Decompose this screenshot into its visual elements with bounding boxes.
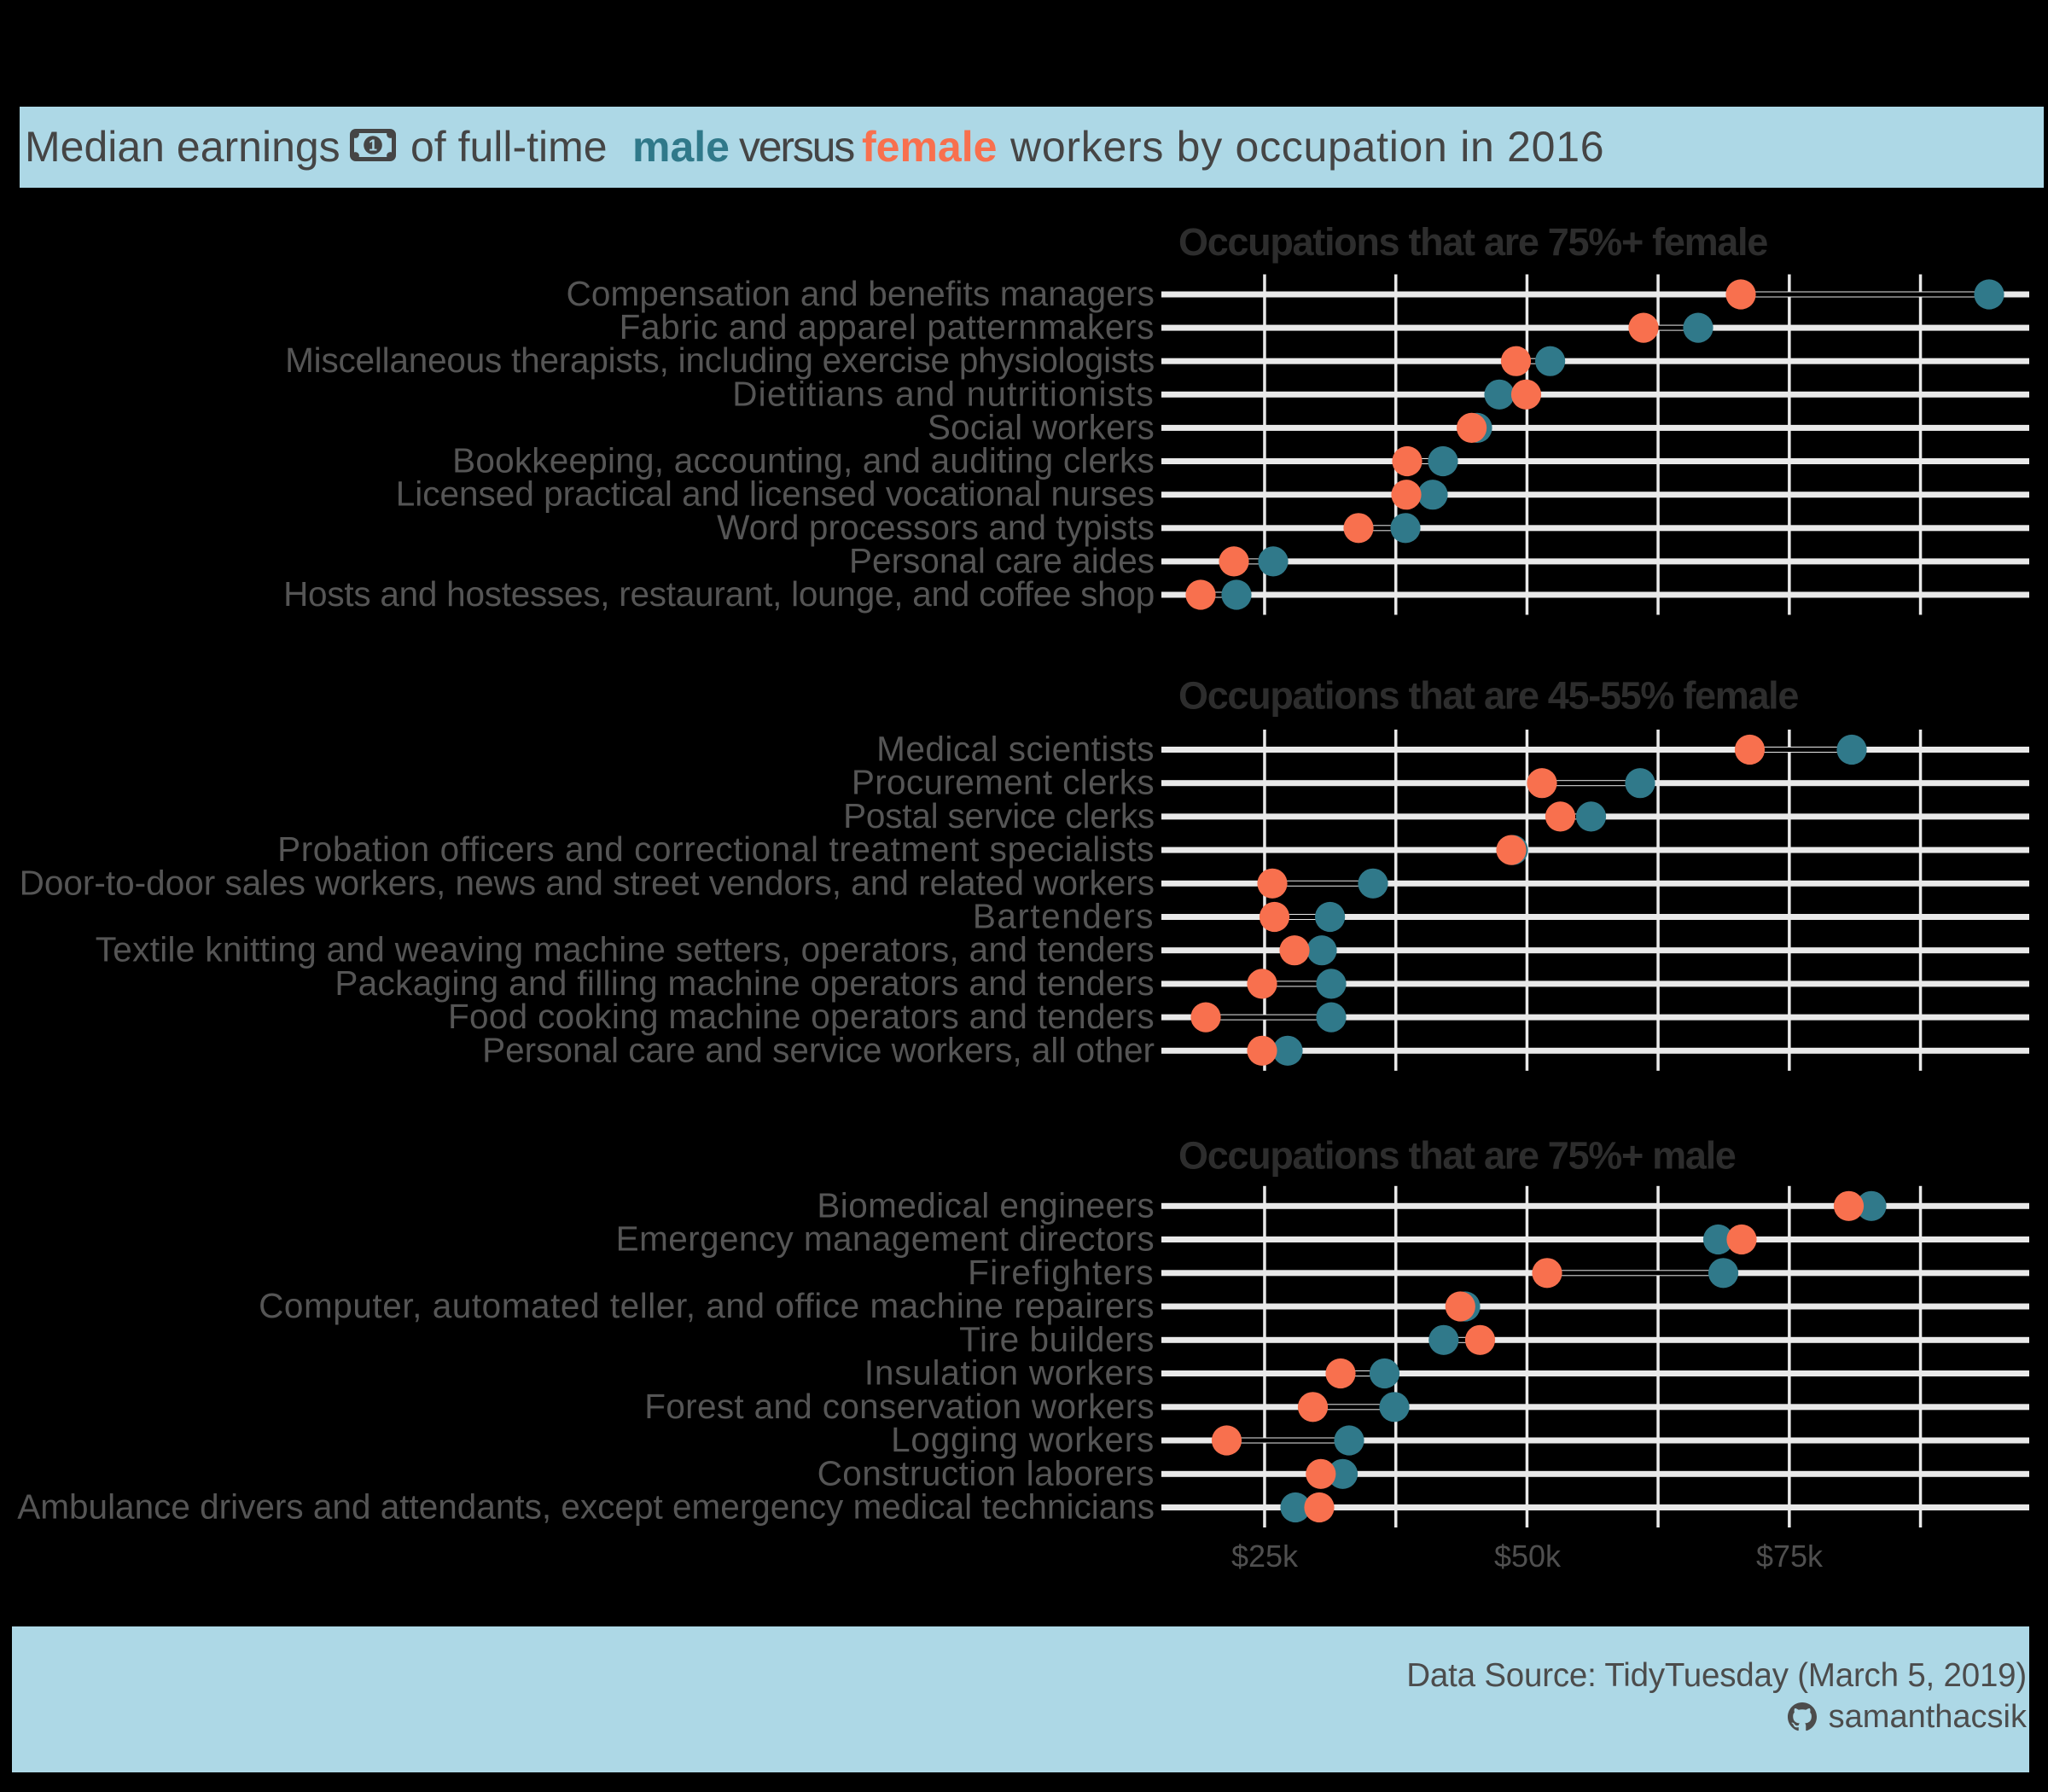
svg-text:Procurement clerks: Procurement clerks [852, 763, 1155, 802]
svg-text:Dietitians and nutritionists: Dietitians and nutritionists [732, 374, 1155, 413]
svg-text:Personal care aides: Personal care aides [849, 541, 1155, 580]
svg-text:Bookkeeping, accounting, and a: Bookkeeping, accounting, and auditing cl… [452, 441, 1155, 480]
svg-text:Emergency management directors: Emergency management directors [616, 1219, 1155, 1259]
svg-text:samanthacsik: samanthacsik [1829, 1699, 2028, 1735]
svg-text:Postal service clerks: Postal service clerks [843, 796, 1155, 835]
svg-text:$25k: $25k [1231, 1539, 1299, 1574]
svg-text:1: 1 [369, 137, 377, 154]
svg-text:Social workers: Social workers [928, 407, 1155, 446]
svg-text:Occupations that are 45-55% fe: Occupations that are 45-55% female [1178, 674, 1798, 718]
svg-text:$75k: $75k [1756, 1539, 1824, 1574]
svg-text:Bartenders: Bartenders [973, 897, 1155, 936]
svg-text:Ambulance drivers and attendan: Ambulance drivers and attendants, except… [17, 1487, 1155, 1527]
svg-text:Textile knitting and weaving m: Textile knitting and weaving machine set… [96, 930, 1155, 969]
svg-text:Miscellaneous therapists, incl: Miscellaneous therapists, including exer… [285, 340, 1155, 380]
svg-text:Occupations that are 75%+ male: Occupations that are 75%+ male [1178, 1134, 1736, 1178]
svg-text:Hosts and hostesses, restauran: Hosts and hostesses, restaurant, lounge,… [283, 574, 1155, 614]
svg-text:Forest and conservation worker: Forest and conservation workers [644, 1387, 1155, 1426]
svg-text:Compensation and benefits mana: Compensation and benefits managers [566, 274, 1155, 313]
svg-text:Logging workers: Logging workers [891, 1420, 1155, 1459]
svg-text:$50k: $50k [1494, 1539, 1562, 1574]
svg-text:Tire builders: Tire builders [959, 1319, 1155, 1359]
svg-text:Probation officers and correct: Probation officers and correctional trea… [277, 829, 1155, 869]
svg-text:Firefighters: Firefighters [968, 1253, 1155, 1292]
svg-text:Insulation workers: Insulation workers [864, 1353, 1155, 1393]
svg-text:Food cooking machine operators: Food cooking machine operators and tende… [448, 997, 1155, 1036]
svg-text:Door-to-door sales workers, ne: Door-to-door sales workers, news and str… [20, 863, 1155, 902]
svg-text:Medical scientists: Medical scientists [876, 730, 1155, 769]
svg-text:Licensed practical and license: Licensed practical and licensed vocation… [396, 474, 1155, 514]
svg-text:Fabric and apparel patternmake: Fabric and apparel patternmakers [620, 307, 1155, 346]
svg-text:Packaging and filling machine: Packaging and filling machine operators … [335, 963, 1155, 1003]
svg-text:Word processors and typists: Word processors and typists [717, 508, 1155, 547]
svg-text:Median earnings: Median earnings [25, 123, 340, 171]
svg-text:Personal care and service work: Personal care and service workers, all o… [482, 1030, 1155, 1069]
svg-text:Biomedical engineers: Biomedical engineers [817, 1185, 1155, 1225]
svg-text:Data Source: TidyTuesday (Marc: Data Source: TidyTuesday (March 5, 2019) [1406, 1657, 2027, 1694]
svg-text:Computer, automated teller, an: Computer, automated teller, and office m… [259, 1286, 1155, 1325]
svg-text:Construction laborers: Construction laborers [817, 1453, 1155, 1492]
svg-text:Occupations that are 75%+ fema: Occupations that are 75%+ female [1178, 220, 1767, 264]
